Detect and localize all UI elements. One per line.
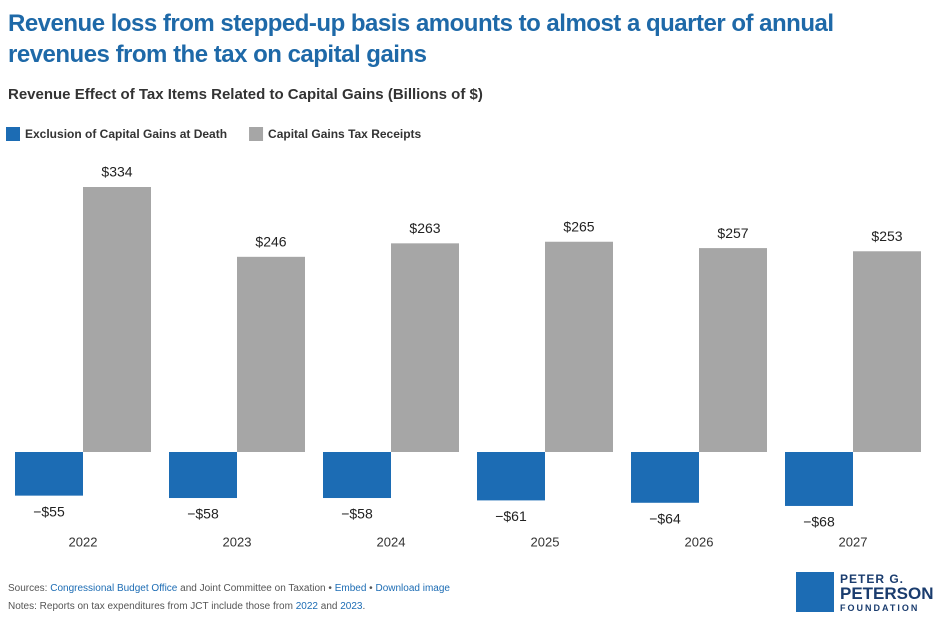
data-label: −$68 <box>803 514 835 530</box>
data-label: $263 <box>409 220 440 236</box>
notes-mid: and <box>320 601 338 612</box>
bar <box>391 243 459 452</box>
data-label: $334 <box>101 164 132 180</box>
logo-icon <box>796 572 834 612</box>
bar <box>169 452 237 499</box>
bar <box>853 251 921 452</box>
data-label: −$58 <box>341 506 373 522</box>
x-tick-label: 2023 <box>223 534 252 549</box>
data-label: $265 <box>563 218 594 234</box>
sources-prefix: Sources: <box>8 583 48 594</box>
x-tick-label: 2027 <box>839 534 868 549</box>
notes: Notes: Reports on tax expenditures from … <box>8 601 365 612</box>
data-label: −$55 <box>33 503 65 519</box>
data-label: $257 <box>717 225 748 241</box>
bar <box>477 452 545 501</box>
embed-link[interactable]: Embed <box>334 583 367 594</box>
link[interactable]: Congressional Budget Office <box>50 583 178 594</box>
chart-subtitle: Revenue Effect of Tax Items Related to C… <box>8 86 483 103</box>
sources-text: and Joint Committee on Taxation <box>180 583 326 594</box>
legend-label: Capital Gains Tax Receipts <box>268 127 421 141</box>
bar <box>699 248 767 452</box>
bar <box>631 452 699 503</box>
logo: PETER G. PETERSON FOUNDATION <box>796 572 934 616</box>
bar <box>83 187 151 452</box>
legend-label: Exclusion of Capital Gains at Death <box>25 127 227 141</box>
bar <box>323 452 391 499</box>
x-tick-label: 2024 <box>377 534 406 549</box>
sources: Sources: Congressional Budget Office and… <box>8 583 450 594</box>
bar <box>545 241 613 452</box>
bar <box>237 256 305 452</box>
notes-prefix: Notes: Reports on tax expenditures from … <box>8 601 293 612</box>
x-tick-label: 2022 <box>69 534 98 549</box>
logo-text: PETERSON <box>840 584 934 603</box>
chart: Exclusion of Capital Gains at Death Capit… <box>6 127 921 549</box>
data-label: $253 <box>871 228 902 244</box>
data-label: −$58 <box>187 506 219 522</box>
x-tick-label: 2026 <box>685 534 714 549</box>
bar <box>785 452 853 506</box>
link[interactable]: 2023 <box>340 601 363 612</box>
chart-title: Revenue loss from stepped-up basis amoun… <box>8 10 834 68</box>
separator: • <box>369 583 373 594</box>
logo-text: PETER G. <box>840 572 905 586</box>
data-label: −$64 <box>649 510 681 526</box>
notes-end: . <box>362 601 366 612</box>
legend-swatch <box>6 127 20 141</box>
data-label: −$61 <box>495 508 527 524</box>
logo-text: FOUNDATION <box>840 603 920 613</box>
download-link[interactable]: Download image <box>375 583 450 594</box>
x-tick-label: 2025 <box>531 534 560 549</box>
legend-swatch <box>249 127 264 141</box>
separator: • <box>328 583 332 594</box>
data-label: $246 <box>255 234 286 250</box>
link[interactable]: 2022 <box>295 601 318 612</box>
bar <box>15 452 83 496</box>
